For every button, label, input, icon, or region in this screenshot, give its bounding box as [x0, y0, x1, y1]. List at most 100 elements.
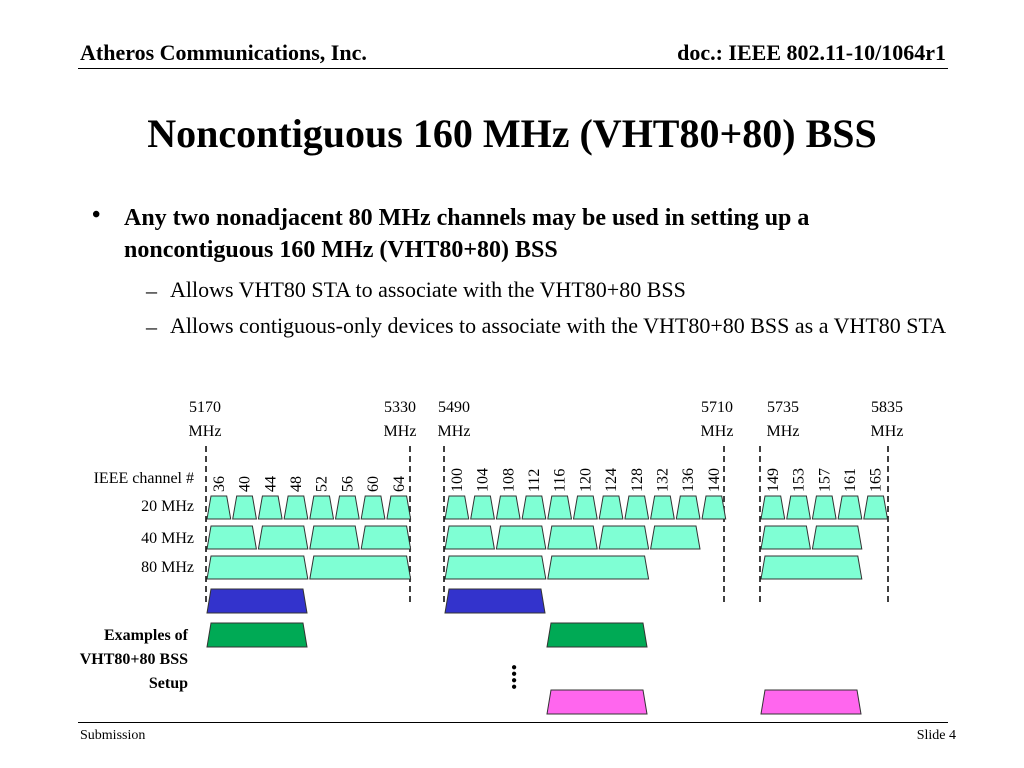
example-green-2: [546, 622, 648, 648]
row-label-40mhz: 40 MHz: [141, 530, 194, 547]
examples-label: Examples of VHT80+80 BSS Setup: [79, 627, 188, 692]
channel-20mhz-0-4: [309, 495, 335, 520]
example-channels: [206, 588, 862, 715]
channel-20mhz-0-6: [360, 495, 386, 520]
channel-20mhz-2-3: [837, 495, 863, 520]
channel-20mhz-1-0: [444, 495, 470, 520]
channel-label-149: 149: [765, 468, 782, 492]
channel-40mhz-1-2: [547, 525, 598, 550]
freq-label-5330: 5330 MHz: [383, 399, 417, 440]
channel-40mhz-0-1: [257, 525, 309, 550]
channel-20mhz-2-1: [786, 495, 811, 520]
channel-20mhz-0-0: [206, 495, 232, 520]
sub-bullet-dash-2: –: [146, 314, 157, 339]
channel-label-108: 108: [500, 468, 517, 492]
channel-40mhz-1-0: [444, 525, 495, 550]
channel-20mhz-1-9: [675, 495, 701, 520]
example-blue-2: [444, 588, 546, 614]
row-label-channel: IEEE channel #: [93, 470, 194, 487]
row-40mhz-channels: [206, 525, 863, 550]
footer-rule: [78, 722, 948, 723]
bullet-main-text: Any two nonadjacent 80 MHz channels may …: [124, 205, 810, 263]
channel-label-104: 104: [475, 468, 492, 492]
channel-40mhz-1-4: [650, 525, 701, 550]
channel-20mhz-1-3: [521, 495, 547, 520]
channel-20mhz-0-7: [386, 495, 412, 520]
channel-20mhz-1-7: [624, 495, 650, 520]
bullet-symbol: •: [92, 202, 101, 228]
channel-label-124: 124: [603, 468, 620, 492]
company-name: Atheros Communications, Inc.: [80, 40, 367, 65]
channel-40mhz-2-0: [760, 525, 811, 550]
row-20mhz-channels: [206, 495, 889, 520]
channel-20mhz-1-2: [495, 495, 521, 520]
channel-80mhz-1-0: [444, 555, 547, 580]
freq-label-5835: 5835 MHz: [870, 399, 904, 440]
channel-label-40: 40: [237, 476, 254, 492]
channel-80mhz-2-0: [760, 555, 863, 580]
channel-20mhz-0-5: [334, 495, 360, 520]
channel-label-120: 120: [577, 468, 594, 492]
row-80mhz-channels: [206, 555, 863, 580]
document-id: doc.: IEEE 802.11-10/1064r1: [677, 40, 946, 65]
channel-label-140: 140: [706, 468, 723, 492]
channel-80mhz-0-0: [206, 555, 309, 580]
channel-40mhz-0-2: [309, 525, 360, 550]
channel-label-60: 60: [365, 476, 382, 492]
channel-20mhz-2-2: [811, 495, 837, 520]
channel-label-136: 136: [680, 468, 697, 492]
channel-20mhz-1-10: [701, 495, 727, 520]
sub-bullet-1: Allows VHT80 STA to associate with the V…: [170, 277, 686, 302]
ellipsis: ....: [493, 664, 522, 690]
footer-submission: Submission: [80, 728, 146, 743]
row-label-80mhz: 80 MHz: [141, 559, 194, 576]
channel-20mhz-2-0: [760, 495, 786, 520]
footer-slide-number: Slide 4: [916, 728, 956, 743]
freq-label-5490: 5490 MHz: [437, 399, 471, 440]
example-green-1: [206, 622, 308, 648]
channel-label-112: 112: [526, 469, 543, 492]
channel-label-56: 56: [339, 476, 356, 492]
slide-title: Noncontiguous 160 MHz (VHT80+80) BSS: [147, 111, 877, 156]
channel-20mhz-1-5: [572, 495, 598, 520]
channel-40mhz-0-3: [360, 525, 412, 550]
channel-label-157: 157: [816, 468, 833, 492]
channel-label-116: 116: [552, 469, 569, 492]
sub-bullet-dash-1: –: [146, 278, 157, 303]
channel-20mhz-0-2: [257, 495, 283, 520]
example-magenta-2: [760, 689, 862, 715]
channel-label-161: 161: [842, 468, 859, 492]
sub-bullet-2: Allows contiguous-only devices to associ…: [170, 313, 947, 338]
channel-40mhz-1-3: [598, 525, 650, 550]
example-blue-1: [206, 588, 308, 614]
channel-40mhz-0-0: [206, 525, 257, 550]
freq-label-5710: 5710 MHz: [700, 399, 734, 440]
channel-40mhz-1-1: [495, 525, 547, 550]
channel-label-100: 100: [449, 468, 466, 492]
band-edge-lines: [205, 446, 889, 606]
channel-20mhz-1-6: [598, 495, 624, 520]
channel-label-64: 64: [391, 476, 408, 492]
channel-20mhz-0-1: [232, 495, 257, 520]
channel-number-labels: 36 40 44 48 52 56 60 64 100 104 108 112 116 120 124 128…: [211, 468, 885, 492]
example-magenta-1: [546, 689, 648, 715]
header-rule: [78, 68, 948, 69]
channel-20mhz-0-3: [283, 495, 309, 520]
channel-20mhz-2-4: [863, 495, 889, 520]
channel-label-44: 44: [262, 476, 279, 492]
channel-label-165: 165: [868, 468, 885, 492]
channel-80mhz-0-1: [309, 555, 412, 580]
freq-label-5735: 5735 MHz: [766, 399, 800, 440]
channel-label-128: 128: [629, 468, 646, 492]
channel-20mhz-1-8: [650, 495, 675, 520]
channel-label-36: 36: [211, 476, 228, 492]
channel-20mhz-1-1: [470, 495, 495, 520]
channel-20mhz-1-4: [547, 495, 573, 520]
channel-label-48: 48: [288, 476, 305, 492]
channel-label-153: 153: [791, 468, 808, 492]
row-label-20mhz: 20 MHz: [141, 498, 194, 515]
channel-80mhz-1-1: [547, 555, 650, 580]
freq-label-5170: 5170 MHz: [188, 399, 222, 440]
channel-label-132: 132: [654, 468, 671, 492]
